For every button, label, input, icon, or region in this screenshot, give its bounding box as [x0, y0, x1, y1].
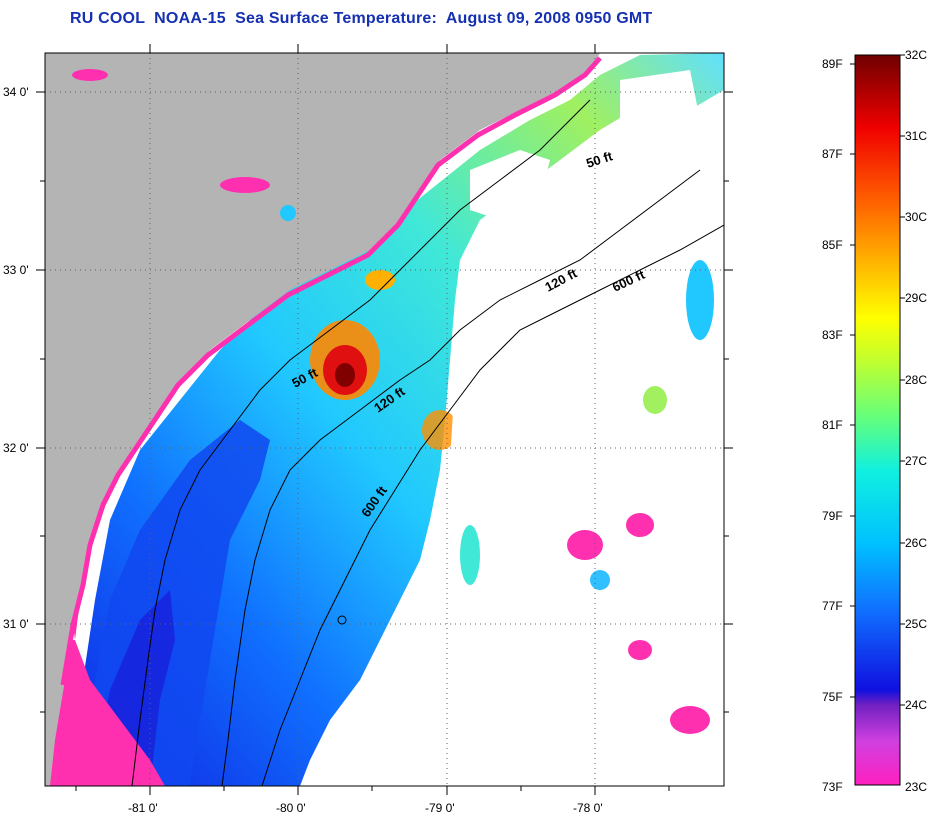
- cb-c-28: 28C: [905, 373, 927, 387]
- cb-f-83: 83F: [822, 328, 843, 342]
- isobath-600ft: [261, 224, 724, 786]
- map-title: RU COOL NOAA-15 Sea Surface Temperature:…: [70, 10, 653, 27]
- lat-tick-32: 32 0': [3, 441, 29, 455]
- cb-c-23: 23C: [905, 780, 927, 794]
- cb-c-27: 27C: [905, 454, 927, 468]
- cb-f-89: 89F: [822, 57, 843, 71]
- cb-f-81: 81F: [822, 418, 843, 432]
- graticule: [45, 53, 724, 786]
- lon-tick-79: -79 0': [425, 801, 455, 815]
- colorbar: [854, 54, 901, 786]
- lat-tick-31: 31 0': [3, 617, 29, 631]
- sea-temperature-field: [70, 53, 724, 786]
- isobath-50ft: [131, 99, 591, 786]
- cb-f-77: 77F: [822, 599, 843, 613]
- cb-c-26: 26C: [905, 536, 927, 550]
- cb-f-87: 87F: [822, 147, 843, 161]
- cold-water-nearshore: [45, 640, 165, 786]
- map-area: 50 ft 50 ft 120 ft 120 ft 600 ft 600 ft: [45, 53, 724, 786]
- cb-f-73: 73F: [822, 780, 843, 794]
- isobaths: [131, 99, 724, 786]
- cb-c-30: 30C: [905, 210, 927, 224]
- lon-tick-78: -78 0': [573, 801, 603, 815]
- map-frame: [44, 52, 725, 787]
- cb-c-32: 32C: [905, 48, 927, 62]
- cb-f-79: 79F: [822, 509, 843, 523]
- cb-f-75: 75F: [822, 690, 843, 704]
- isobath-120ft: [221, 169, 701, 786]
- cb-c-29: 29C: [905, 291, 927, 305]
- cb-f-85: 85F: [822, 238, 843, 252]
- cb-c-31: 31C: [905, 129, 927, 143]
- axis-ticks: [36, 44, 733, 795]
- land-mass: [45, 53, 600, 786]
- lat-tick-34: 34 0': [3, 85, 29, 99]
- lon-tick-81: -81 0': [128, 801, 158, 815]
- cb-c-25: 25C: [905, 617, 927, 631]
- lon-tick-80: -80 0': [276, 801, 306, 815]
- colorbar-ticks: [850, 54, 905, 706]
- lat-tick-33: 33 0': [3, 263, 29, 277]
- cb-c-24: 24C: [905, 698, 927, 712]
